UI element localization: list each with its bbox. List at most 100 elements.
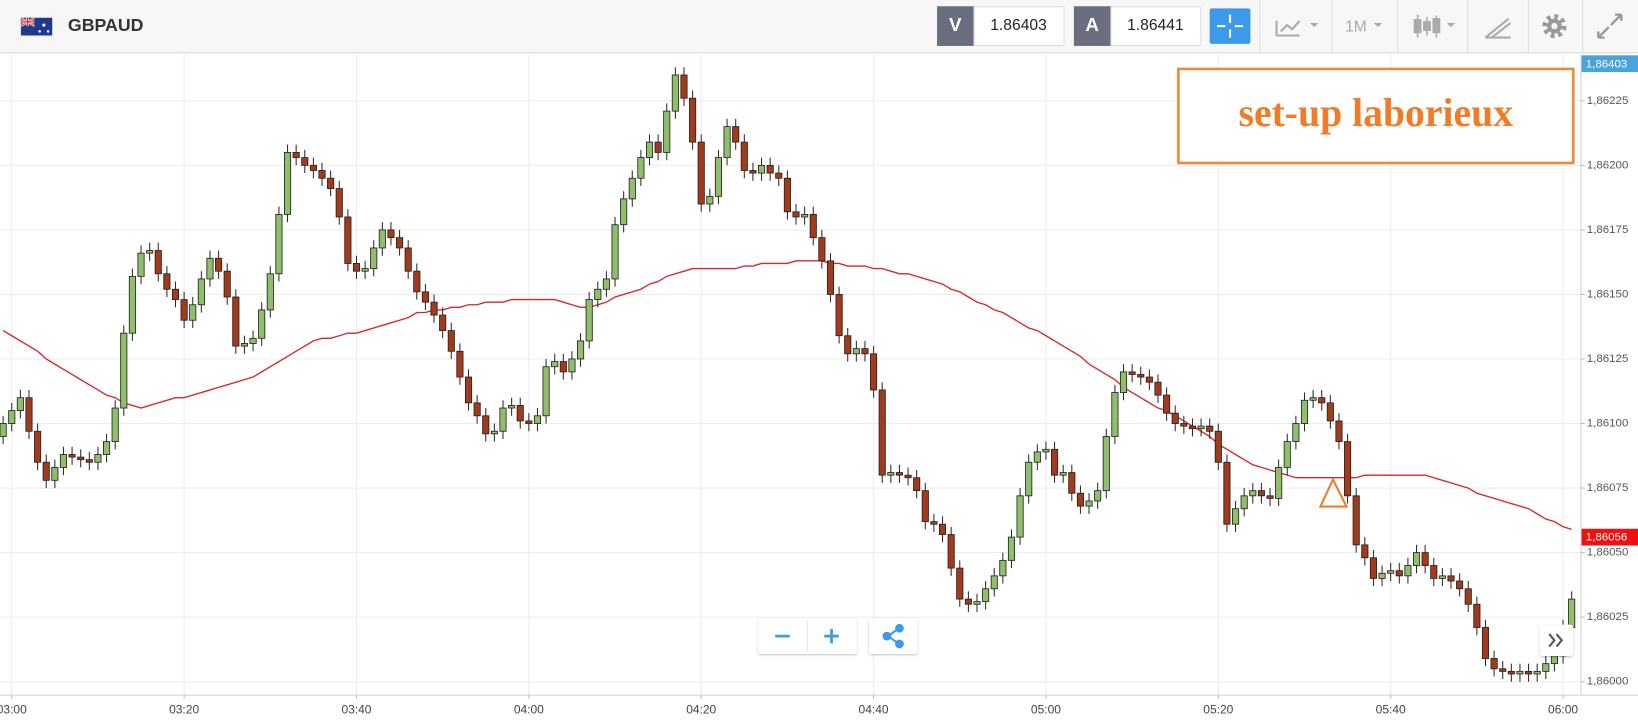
bid-price[interactable]: 1.86403 bbox=[990, 17, 1047, 34]
candle-body bbox=[568, 358, 576, 373]
candle bbox=[490, 423, 498, 442]
candle bbox=[732, 118, 740, 150]
candle-body bbox=[508, 405, 516, 409]
ask-button[interactable]: A 1.86441 bbox=[1073, 6, 1202, 46]
candle bbox=[318, 162, 326, 186]
x-tick-label: 04:00 bbox=[514, 702, 544, 716]
candle bbox=[878, 382, 886, 483]
candle bbox=[1111, 384, 1119, 445]
timeframe-button[interactable]: 1M bbox=[1345, 18, 1383, 35]
candle-body bbox=[1352, 495, 1360, 546]
scroll-to-end-button[interactable] bbox=[1539, 624, 1574, 656]
candle bbox=[171, 281, 180, 308]
candle-body bbox=[163, 273, 171, 290]
candle bbox=[654, 134, 662, 161]
candle bbox=[361, 260, 369, 279]
candle bbox=[59, 446, 68, 476]
x-tick-label: 05:00 bbox=[1031, 702, 1061, 716]
candle bbox=[447, 322, 455, 359]
candle-body bbox=[421, 291, 429, 303]
candle bbox=[1016, 488, 1024, 545]
symbol: GBPAUD bbox=[68, 15, 144, 35]
candle-body bbox=[171, 288, 180, 301]
candle-body bbox=[990, 575, 998, 590]
candle-body bbox=[1430, 565, 1438, 579]
candle-body bbox=[327, 177, 335, 189]
candle bbox=[413, 263, 421, 300]
candle-body bbox=[318, 170, 326, 179]
candle bbox=[611, 216, 619, 287]
candle-body bbox=[1240, 495, 1248, 510]
candle bbox=[68, 446, 76, 465]
chart-type-button[interactable] bbox=[1413, 14, 1456, 38]
candle bbox=[904, 467, 912, 486]
candle bbox=[499, 400, 507, 440]
candle-body bbox=[59, 454, 68, 468]
ask-label-box[interactable] bbox=[1073, 6, 1111, 46]
timeframe[interactable]: 1M bbox=[1345, 18, 1367, 35]
candle bbox=[120, 325, 128, 416]
candle bbox=[921, 482, 929, 530]
candle bbox=[1197, 418, 1205, 437]
indicators-button[interactable] bbox=[1275, 20, 1319, 37]
candle-body bbox=[335, 188, 343, 218]
candle bbox=[1300, 392, 1309, 432]
candle bbox=[421, 284, 429, 310]
bid-button[interactable]: V 1.86403 bbox=[937, 6, 1065, 46]
candle-body bbox=[232, 296, 240, 347]
candle bbox=[1051, 441, 1059, 483]
candle-body bbox=[1490, 658, 1498, 670]
candle-body bbox=[352, 263, 361, 272]
candle bbox=[1154, 374, 1162, 403]
candle bbox=[292, 144, 300, 166]
drawing-tools-button[interactable] bbox=[1484, 17, 1512, 39]
bid-label[interactable]: V bbox=[949, 14, 962, 35]
candle-body bbox=[1404, 565, 1412, 577]
bid-price-box[interactable] bbox=[973, 6, 1065, 46]
y-tick-label: 1,86200 bbox=[1587, 159, 1629, 171]
candle bbox=[775, 165, 783, 186]
candle bbox=[1042, 441, 1050, 460]
settings-button[interactable] bbox=[1542, 14, 1567, 39]
fullscreen-button[interactable] bbox=[1597, 13, 1623, 39]
candle bbox=[766, 157, 774, 181]
candle-body bbox=[671, 74, 679, 112]
candle bbox=[783, 170, 791, 220]
candle bbox=[146, 242, 154, 261]
bid-label-box[interactable] bbox=[937, 6, 974, 46]
zoom-in-button[interactable] bbox=[824, 628, 839, 644]
candle-body bbox=[533, 415, 542, 424]
candle-body bbox=[844, 335, 852, 355]
candle bbox=[94, 446, 102, 470]
candle bbox=[16, 389, 24, 419]
candle bbox=[180, 291, 188, 328]
candle-body bbox=[585, 299, 593, 342]
candle bbox=[1119, 364, 1128, 401]
candle-body bbox=[1231, 508, 1240, 525]
candle bbox=[602, 271, 610, 298]
candle-body bbox=[913, 477, 921, 492]
candle-body bbox=[1102, 436, 1110, 492]
plot-area bbox=[0, 67, 1576, 682]
candle-body bbox=[430, 301, 438, 316]
share-button[interactable] bbox=[882, 623, 904, 649]
candle-body bbox=[103, 441, 111, 455]
crosshair-button[interactable] bbox=[1209, 8, 1251, 44]
candle-body bbox=[930, 521, 938, 525]
candle bbox=[1059, 464, 1067, 483]
flag-icon bbox=[20, 16, 53, 36]
candle-body bbox=[689, 97, 697, 143]
candle-body bbox=[1456, 580, 1464, 590]
candle-body bbox=[1206, 425, 1214, 432]
ask-price[interactable]: 1.86441 bbox=[1127, 17, 1184, 34]
candle-body bbox=[0, 423, 7, 437]
candle-body bbox=[490, 430, 498, 435]
candle bbox=[128, 268, 136, 341]
ask-label[interactable]: A bbox=[1085, 14, 1099, 35]
candle bbox=[1145, 369, 1153, 390]
candle bbox=[1490, 650, 1498, 677]
ask-price-box[interactable] bbox=[1110, 6, 1202, 46]
candle bbox=[1318, 389, 1326, 411]
candle bbox=[1335, 413, 1343, 450]
